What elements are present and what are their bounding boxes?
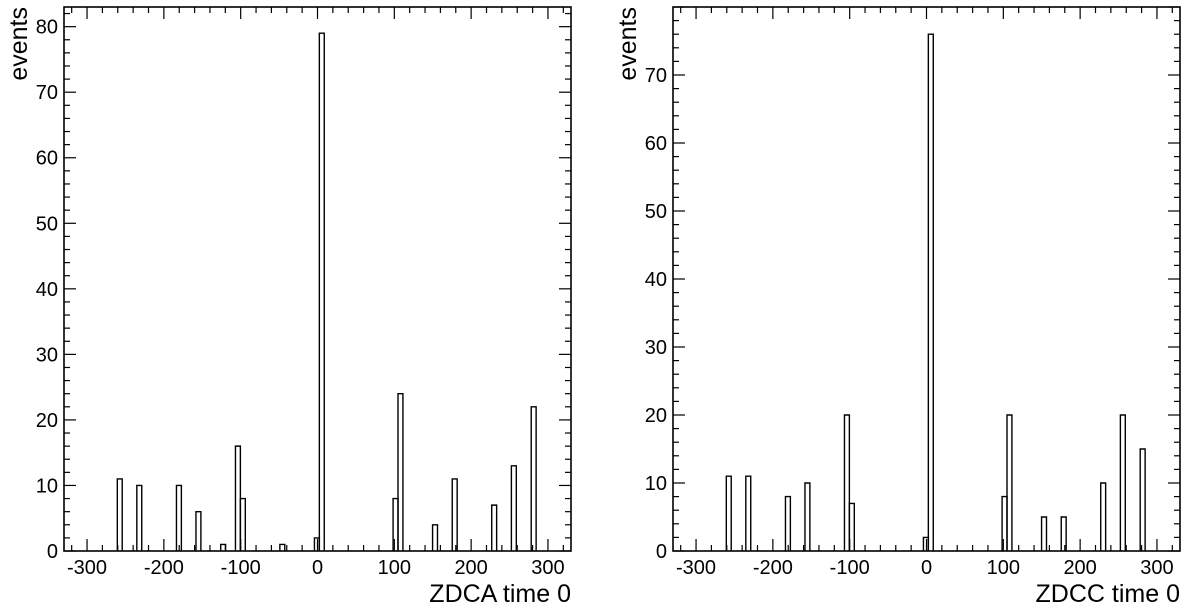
y-tick-label: 70 (645, 65, 667, 87)
histogram-bin (313, 537, 321, 551)
x-tick-label: 0 (312, 557, 323, 579)
histogram-bin (1006, 414, 1013, 551)
histogram-bin (1060, 516, 1067, 551)
x-tick-label: 200 (454, 557, 487, 579)
histogram-bin (175, 484, 183, 551)
y-tick-label: 50 (645, 201, 667, 223)
y-tick-label: 60 (645, 133, 667, 155)
y-tick-label: 80 (36, 17, 58, 39)
y-tick-label: 0 (47, 541, 58, 563)
x-tick-label: -200 (144, 557, 184, 579)
histogram-bin (922, 536, 930, 551)
y-tick-label: 50 (36, 213, 58, 235)
histogram-bin (927, 33, 934, 551)
histogram-bin (318, 32, 325, 551)
x-tick-label: 100 (987, 557, 1020, 579)
y-tick-label: 40 (645, 269, 667, 291)
y-tick-label: 20 (36, 410, 58, 432)
y-tick-label: 70 (36, 82, 58, 104)
histogram-bin (451, 478, 458, 551)
y-axis-title: events (614, 7, 642, 81)
x-tick-label: -300 (67, 557, 107, 579)
zdcc-histogram-panel: -300 -200 -100 0 100 200 300 0 10 20 30 40 50 60 70 ZDC… (614, 6, 1181, 608)
histogram-bin (848, 502, 855, 551)
zdca-histogram-panel: -300 -200 -100 0 100 200 300 0 10 20 30 40 50 60 70 80 Z… (5, 6, 572, 608)
x-tick-label: -200 (753, 557, 793, 579)
histogram-bin (745, 475, 752, 551)
histogram-bin (1119, 414, 1127, 551)
plot-frame (63, 6, 572, 552)
y-tick-label: 0 (656, 541, 667, 563)
x-axis-title: ZDCC time 0 (1036, 580, 1180, 608)
histogram-bin (784, 495, 792, 551)
x-axis-title: ZDCA time 0 (429, 580, 571, 608)
histogram-bin (431, 524, 439, 551)
histogram-bin (843, 414, 851, 551)
histogram-bin (510, 465, 518, 551)
histogram-bin (1100, 482, 1107, 551)
x-tick-label: 100 (378, 557, 411, 579)
y-tick-label: 30 (645, 337, 667, 359)
histogram-bin (279, 543, 286, 551)
histogram-bin (1040, 516, 1048, 551)
x-tick-label: 0 (921, 557, 932, 579)
y-tick-label: 40 (36, 279, 58, 301)
x-tick-label: -100 (221, 557, 261, 579)
histogram-bin (195, 510, 202, 551)
x-tick-label: 300 (531, 557, 564, 579)
y-tick-label: 10 (36, 475, 58, 497)
histogram-bin (804, 482, 811, 551)
histogram-bin (239, 497, 246, 551)
histogram-bin (725, 475, 732, 551)
histogram-bin (1139, 448, 1146, 551)
x-tick-label: 300 (1140, 557, 1173, 579)
histogram-bin (116, 478, 123, 551)
histogram-bin (136, 484, 143, 551)
y-tick-label: 60 (36, 148, 58, 170)
histogram-bin (491, 504, 498, 551)
x-tick-label: -300 (676, 557, 716, 579)
histogram-bin (397, 392, 404, 551)
plot-frame (672, 6, 1181, 552)
y-tick-label: 30 (36, 344, 58, 366)
histogram-bin (530, 406, 537, 551)
x-tick-label: -100 (830, 557, 870, 579)
y-axis-title: events (5, 7, 33, 81)
x-tick-label: 200 (1063, 557, 1096, 579)
histogram-bin (234, 445, 242, 551)
y-tick-label: 20 (645, 405, 667, 427)
y-tick-label: 10 (645, 473, 667, 495)
